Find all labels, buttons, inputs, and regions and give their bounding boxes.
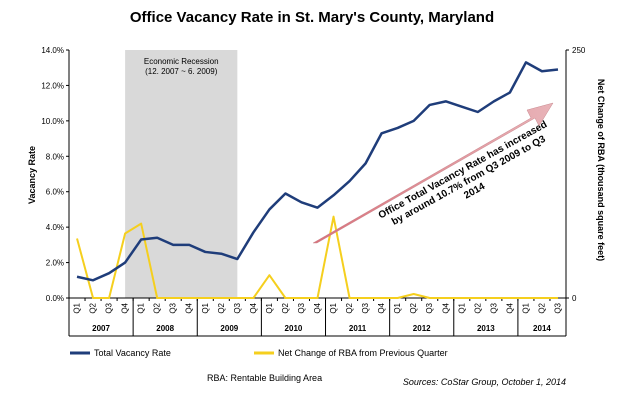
right-tick-label: 250 bbox=[572, 46, 586, 55]
year-label: 2012 bbox=[413, 324, 431, 333]
year-label: 2009 bbox=[220, 324, 238, 333]
x-tick-label: Q4 bbox=[377, 302, 386, 313]
left-tick-label: 4.0% bbox=[46, 223, 64, 232]
trend-arrow bbox=[312, 102, 554, 244]
recession-label: Economic Recession bbox=[144, 57, 219, 66]
x-tick-label: Q4 bbox=[441, 302, 450, 313]
legend: Total Vacancy Rate Net Change of RBA fro… bbox=[70, 348, 448, 358]
x-axis: Q1 Q2 Q3 Q4 Q1 Q2 Q3 Q4 Q1 Q2 Q3 Q4 Q1 Q2 Q3 Q4 Q1 Q2 Q3 Q4… bbox=[68, 297, 567, 337]
x-tick-label: Q1 bbox=[73, 302, 82, 313]
year-label: 2011 bbox=[349, 324, 367, 333]
x-tick-label: Q4 bbox=[313, 302, 322, 313]
left-tick-label: 6.0% bbox=[46, 188, 64, 197]
y2-axis-title: Net Change of RBA (thousand square feet) bbox=[596, 79, 606, 261]
x-tick-label: Q2 bbox=[473, 302, 482, 313]
x-tick-label: Q4 bbox=[121, 302, 130, 313]
x-tick-label: Q1 bbox=[393, 302, 402, 313]
series-line-rba bbox=[76, 215, 558, 299]
x-tick-label: Q4 bbox=[505, 302, 514, 313]
year-label: 2007 bbox=[92, 324, 110, 333]
x-tick-label: Q4 bbox=[249, 302, 258, 313]
left-axis: 0.0% 2.0% 4.0% 6.0% 8.0% 10.0% 12.0% 14.0% bbox=[41, 46, 70, 303]
x-tick-label: Q2 bbox=[409, 302, 418, 313]
footnote: RBA: Rentable Building Area bbox=[207, 373, 322, 383]
year-label: 2014 bbox=[533, 324, 551, 333]
x-tick-label: Q3 bbox=[489, 302, 498, 313]
x-tick-label: Q1 bbox=[521, 302, 530, 313]
left-tick-label: 2.0% bbox=[46, 259, 64, 268]
right-tick-label: 0 bbox=[572, 294, 577, 303]
y-axis-title: Vacancy Rate bbox=[27, 146, 37, 204]
year-label: 2013 bbox=[477, 324, 495, 333]
x-tick-label: Q1 bbox=[265, 302, 274, 313]
source-note: Sources: CoStar Group, October 1, 2014 bbox=[403, 377, 566, 387]
x-tick-label: Q2 bbox=[537, 302, 546, 313]
x-tick-label: Q3 bbox=[105, 302, 114, 313]
x-tick-label: Q1 bbox=[137, 302, 146, 313]
year-label: 2008 bbox=[156, 324, 174, 333]
x-tick-label: Q3 bbox=[233, 302, 242, 313]
x-tick-label: Q1 bbox=[457, 302, 466, 313]
x-tick-label: Q3 bbox=[425, 302, 434, 313]
x-tick-label: Q3 bbox=[297, 302, 306, 313]
x-tick-label: Q3 bbox=[169, 302, 178, 313]
left-tick-label: 14.0% bbox=[41, 46, 64, 55]
x-tick-label: Q3 bbox=[553, 302, 562, 313]
annotation-line-1: Office Total Vacancy Rate has increased bbox=[377, 119, 549, 221]
x-tick-label: Q4 bbox=[185, 302, 194, 313]
year-label: 2010 bbox=[285, 324, 303, 333]
x-tick-label: Q1 bbox=[329, 302, 338, 313]
left-tick-label: 10.0% bbox=[41, 117, 64, 126]
x-tick-label: Q2 bbox=[281, 302, 290, 313]
left-tick-label: 0.0% bbox=[46, 294, 64, 303]
trend-arrow-shape bbox=[312, 102, 554, 244]
x-tick-label: Q3 bbox=[361, 302, 370, 313]
right-axis: 0 250 bbox=[565, 46, 586, 303]
trend-annotation: Office Total Vacancy Rate has increased … bbox=[377, 119, 549, 228]
series-layer bbox=[76, 61, 559, 299]
x-tick-label: Q2 bbox=[153, 302, 162, 313]
x-tick-label: Q2 bbox=[89, 302, 98, 313]
annotation-line-2: by around 10.7% from Q3 2009 to Q3 bbox=[390, 134, 548, 228]
legend-label-rba: Net Change of RBA from Previous Quarter bbox=[278, 348, 448, 358]
chart-title: Office Vacancy Rate in St. Mary's County… bbox=[130, 9, 494, 26]
left-tick-label: 12.0% bbox=[41, 81, 64, 90]
recession-dates: (12. 2007 ~ 6. 2009) bbox=[145, 67, 218, 76]
x-tick-label: Q2 bbox=[345, 302, 354, 313]
legend-label-vacancy: Total Vacancy Rate bbox=[94, 348, 171, 358]
x-tick-label: Q2 bbox=[217, 302, 226, 313]
series-line-vacancy bbox=[76, 61, 559, 282]
recession-band bbox=[125, 50, 238, 298]
x-tick-label: Q1 bbox=[201, 302, 210, 313]
left-tick-label: 8.0% bbox=[46, 152, 64, 161]
